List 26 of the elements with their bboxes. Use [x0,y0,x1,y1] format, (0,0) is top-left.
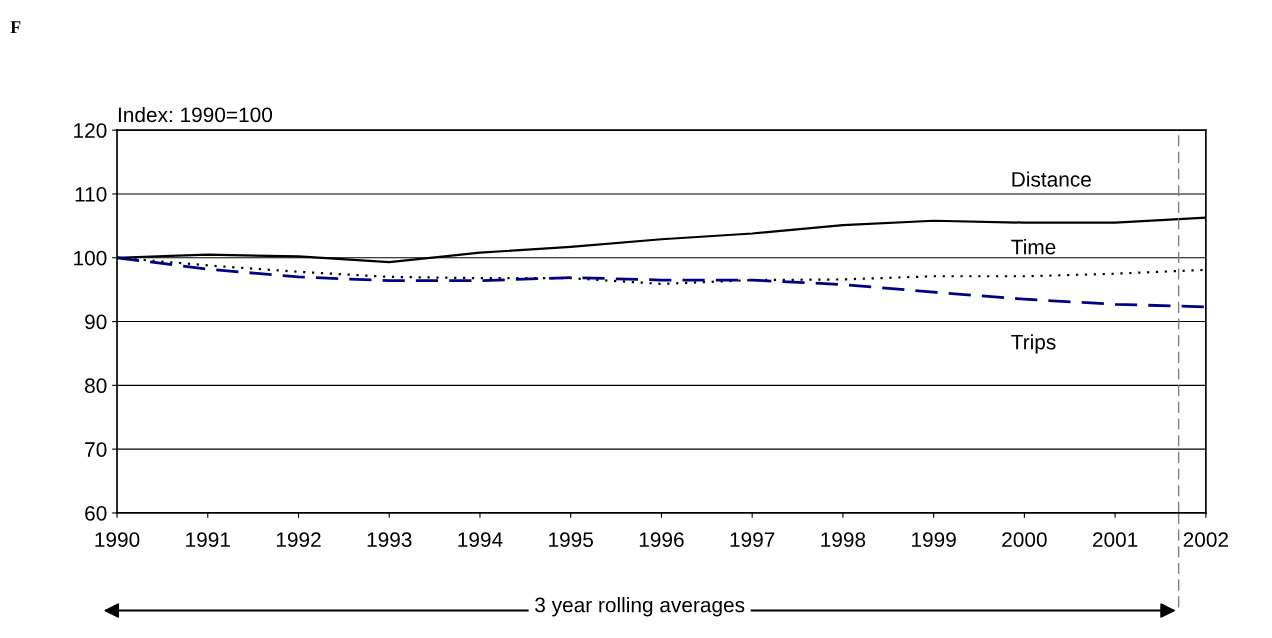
series-label: Time [1011,239,1056,255]
x-tick-label: 1990 [95,532,140,547]
y-tick-label: 110 [75,186,107,202]
x-tick-label: 1992 [276,532,321,547]
y-tick-label: 80 [85,378,107,394]
x-tick-label: 1999 [912,532,956,547]
x-tick-label: 1994 [458,532,503,547]
text: 3 year rolling averages [535,597,745,617]
x-tick-label: 2002 [1183,532,1228,547]
y-axis-title: Index: 1990=100 [118,106,273,123]
x-tick-label: 1995 [549,532,594,547]
x-tick-label: 1993 [367,532,412,547]
y-tick-label: 120 [74,123,107,138]
series-label: Distance [1012,171,1091,187]
text: F [10,21,21,34]
series-label: Trips [1011,334,1056,354]
x-tick-label: 1996 [639,532,684,547]
x-tick-label: 1991 [186,532,230,547]
y-tick-label: 70 [85,442,107,457]
y-tick-label: 60 [85,505,107,521]
x-tick-label: 1998 [821,532,866,547]
x-tick-label: 2001 [1093,532,1138,547]
y-tick-label: 90 [85,314,107,330]
x-tick-label: 1997 [730,532,775,547]
x-tick-label: 2000 [1002,532,1047,547]
y-tick-label: 100 [74,250,107,266]
